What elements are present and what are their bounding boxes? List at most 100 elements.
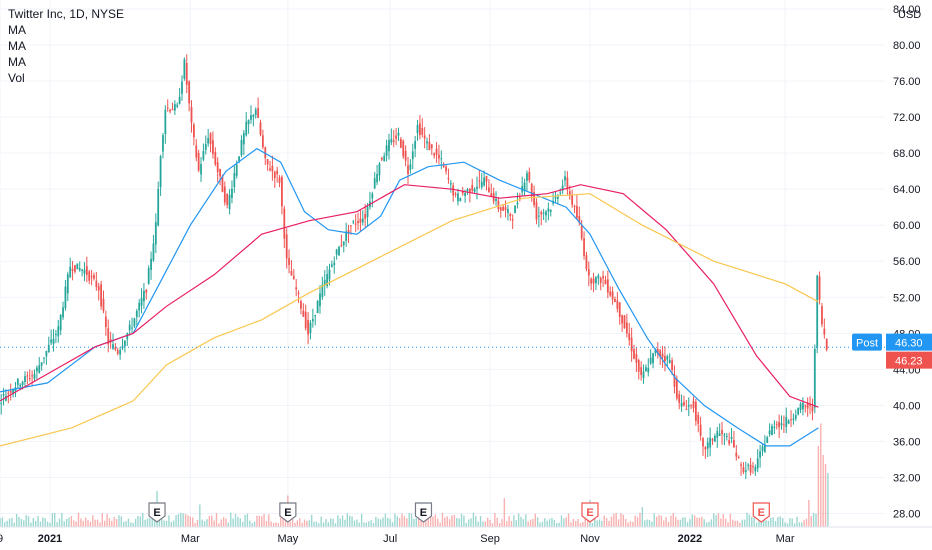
volume-bar: [603, 515, 605, 527]
volume-bars: [0, 423, 829, 527]
candle-body: [713, 436, 716, 442]
volume-bar: [199, 504, 201, 527]
volume-bar: [522, 519, 525, 527]
candle-body: [799, 403, 802, 410]
volume-bar: [682, 517, 684, 527]
candle-body: [775, 424, 778, 426]
volume-bar: [111, 520, 113, 527]
volume-bar: [774, 521, 777, 527]
volume-bar: [82, 520, 84, 527]
volume-bar: [73, 520, 75, 527]
volume-bar: [341, 515, 344, 527]
indicator-ma-1[interactable]: MA: [8, 23, 26, 37]
candle-body: [40, 362, 43, 366]
candle-body: [133, 318, 136, 327]
candle-body: [618, 302, 621, 317]
volume-bar: [539, 522, 541, 527]
volume-bar: [808, 499, 810, 527]
indicator-ma-3[interactable]: MA: [8, 55, 26, 69]
volume-bar: [189, 516, 192, 527]
volume-bar: [715, 515, 717, 527]
candle-body: [97, 286, 100, 291]
candle-body: [233, 173, 236, 188]
volume-bar: [206, 519, 208, 527]
candle-body: [702, 438, 704, 447]
volume-bar: [553, 519, 556, 527]
candle-body: [611, 291, 614, 300]
volume-bar: [782, 518, 784, 527]
candle-body: [504, 207, 507, 211]
candle-body: [71, 269, 74, 271]
candle-body: [126, 333, 129, 340]
volume-bar: [313, 521, 315, 527]
candle-body: [640, 367, 643, 376]
volume-bar: [94, 519, 96, 527]
volume-bar: [80, 518, 82, 527]
volume-bar: [567, 513, 570, 527]
volume-bar: [660, 515, 663, 527]
candle-body: [397, 132, 400, 136]
price-axis[interactable]: 84.00 80.00 76.00 72.00 68.00 64.00 60.00 56.00…: [893, 4, 921, 520]
post-tag-label: Post: [856, 338, 878, 350]
volume-bar: [299, 518, 301, 527]
volume-bar: [605, 518, 608, 527]
volume-bar: [194, 523, 196, 527]
candle-body: [645, 367, 647, 372]
volume-bar: [308, 520, 310, 527]
candle-body: [816, 275, 819, 348]
volume-bar: [748, 514, 751, 527]
volume-bar: [165, 520, 168, 527]
candle-body: [150, 258, 152, 270]
candle-body: [316, 300, 319, 314]
volume-bar: [56, 522, 58, 527]
candle-body: [5, 395, 7, 401]
time-axis[interactable]: 9 2021 Mar May Jul Sep Nov 2022 Mar: [0, 526, 932, 545]
volume-bar: [613, 513, 615, 527]
candle-body: [699, 424, 702, 436]
volume-bar: [805, 518, 808, 527]
volume-bar: [698, 517, 701, 527]
candle-body: [590, 278, 593, 284]
y-tick-label: 72.00: [893, 112, 921, 124]
y-tick-label: 32.00: [893, 472, 921, 484]
candle-body: [119, 349, 122, 355]
candle-body: [733, 440, 735, 448]
volume-bar: [127, 518, 130, 527]
candle-body: [571, 194, 574, 205]
volume-bar: [227, 522, 230, 527]
volume-bar: [453, 514, 456, 527]
candle-body: [52, 338, 55, 345]
candle-body: [212, 140, 214, 155]
candle-body: [197, 152, 200, 171]
candle-body: [516, 202, 519, 205]
volume-bar: [222, 517, 225, 527]
volume-bar: [322, 522, 325, 527]
volume-bar: [353, 520, 356, 527]
indicator-ma-2[interactable]: MA: [8, 39, 26, 53]
volume-bar: [360, 513, 363, 527]
volume-bar: [220, 519, 222, 527]
candle-body: [235, 164, 238, 176]
ma-slow-line: [0, 193, 819, 447]
x-tick-label: Sep: [480, 533, 500, 545]
x-tick-label: Nov: [580, 533, 600, 545]
candle-body: [671, 360, 673, 371]
indicator-vol[interactable]: Vol: [8, 71, 25, 85]
volume-bar: [579, 523, 582, 527]
volume-bar: [665, 517, 667, 527]
symbol-title[interactable]: Twitter Inc, 1D, NYSE: [8, 7, 125, 21]
candle-body: [495, 198, 497, 201]
candle-body: [683, 402, 685, 406]
volume-bar: [672, 513, 674, 527]
candle-body: [630, 337, 633, 352]
candle-body: [740, 464, 742, 466]
candle-body: [9, 391, 12, 393]
currency-label: USD: [898, 9, 921, 21]
candle-body: [121, 345, 124, 349]
candle-body: [459, 197, 462, 202]
volume-bar: [620, 513, 622, 527]
candle-body: [328, 269, 331, 280]
candle-body: [228, 194, 231, 210]
earnings-badge: [752, 502, 770, 523]
